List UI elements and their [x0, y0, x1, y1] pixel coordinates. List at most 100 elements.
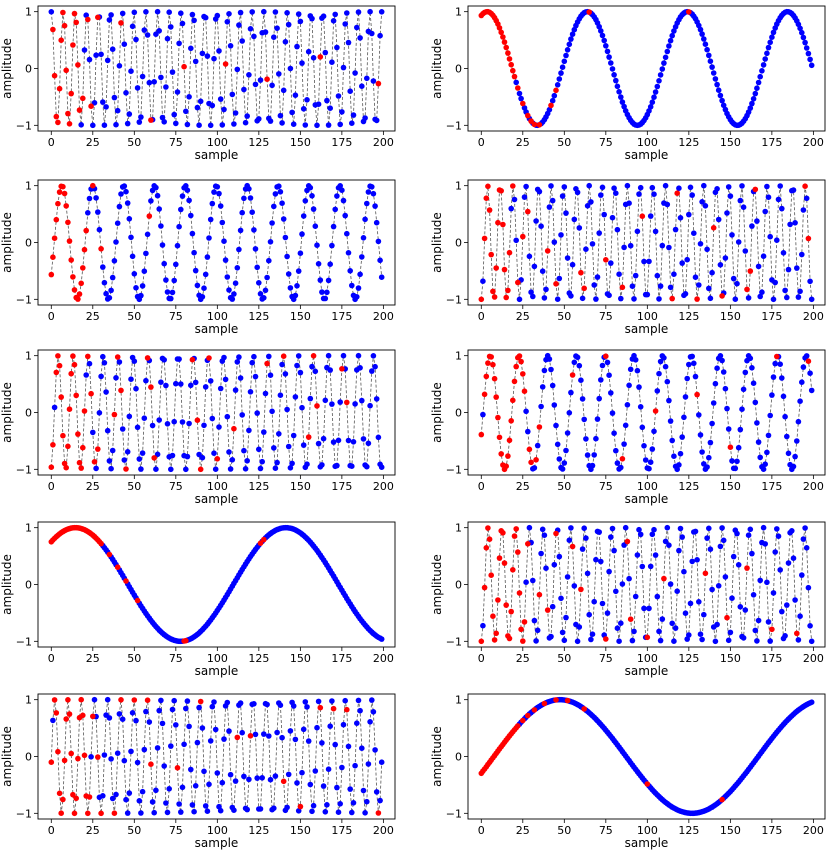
- data-point: [164, 35, 171, 42]
- data-point: [329, 59, 335, 65]
- data-point: [598, 558, 604, 565]
- data-point: [637, 404, 644, 410]
- data-point: [279, 200, 285, 206]
- data-point: [621, 103, 627, 110]
- data-point: [320, 783, 327, 789]
- data-point-highlighted: [66, 238, 73, 244]
- data-point-highlighted: [60, 183, 66, 190]
- data-point: [666, 397, 672, 404]
- data-point: [128, 234, 134, 241]
- data-point-highlighted: [498, 29, 505, 36]
- data-point: [236, 246, 242, 253]
- data-point-highlighted: [86, 794, 93, 800]
- y-tick-label: 1: [25, 6, 32, 19]
- data-point: [342, 212, 349, 219]
- data-point: [232, 778, 239, 784]
- data-point: [304, 97, 310, 103]
- data-point: [139, 450, 146, 456]
- data-point: [319, 740, 325, 746]
- data-point: [141, 27, 148, 33]
- data-point: [161, 763, 167, 769]
- data-point: [168, 24, 174, 30]
- data-point: [171, 111, 177, 118]
- data-point-highlighted: [516, 353, 523, 359]
- data-point: [696, 412, 702, 418]
- data-point-highlighted: [513, 526, 519, 532]
- data-point-highlighted: [148, 761, 154, 767]
- data-point: [302, 198, 309, 204]
- data-point: [207, 216, 214, 223]
- data-point-highlighted: [544, 248, 551, 254]
- x-tick-label: 125: [678, 136, 699, 149]
- data-point-highlighted: [510, 567, 516, 573]
- data-point: [717, 543, 724, 550]
- data-point: [621, 542, 627, 548]
- data-point: [191, 808, 197, 815]
- data-point-highlighted: [60, 796, 66, 803]
- data-point: [646, 465, 652, 472]
- data-point: [725, 637, 732, 644]
- data-point: [614, 460, 621, 466]
- data-point: [113, 239, 119, 245]
- data-point: [799, 251, 805, 258]
- data-point-highlighted: [61, 460, 68, 467]
- data-point-highlighted: [66, 711, 73, 717]
- data-point: [757, 454, 763, 461]
- data-point: [189, 11, 196, 18]
- data-point: [599, 184, 606, 191]
- data-point: [249, 9, 255, 15]
- data-point: [378, 464, 385, 471]
- data-point: [289, 109, 295, 116]
- data-point: [274, 729, 280, 736]
- data-point: [202, 384, 209, 390]
- data-point: [189, 802, 196, 808]
- data-point: [184, 453, 191, 460]
- y-tick-label: 1: [455, 350, 462, 363]
- data-point-highlighted: [478, 431, 485, 438]
- data-point-highlighted: [83, 227, 89, 234]
- data-point: [299, 60, 305, 66]
- data-point: [247, 389, 254, 395]
- x-tick-label: 100: [207, 480, 228, 493]
- data-point: [782, 413, 788, 420]
- data-point: [546, 106, 553, 113]
- data-point: [576, 624, 583, 630]
- data-point-highlighted: [71, 10, 78, 17]
- data-point-highlighted: [702, 570, 709, 577]
- data-point-highlighted: [495, 219, 501, 226]
- data-point: [255, 280, 262, 286]
- data-point: [111, 94, 118, 101]
- data-point: [144, 231, 151, 238]
- x-tick-label: 175: [331, 652, 352, 665]
- data-point-highlighted: [483, 195, 490, 201]
- data-point: [651, 428, 657, 435]
- data-point: [234, 66, 241, 73]
- data-point: [672, 226, 679, 233]
- data-point: [335, 437, 342, 444]
- data-point: [750, 592, 757, 598]
- data-point-highlighted: [189, 356, 196, 363]
- data-point: [103, 104, 109, 110]
- data-point-highlighted: [548, 102, 554, 109]
- data-point: [373, 219, 380, 226]
- y-tick-label: 1: [25, 522, 32, 535]
- data-point: [171, 418, 177, 425]
- data-point-highlighted: [710, 225, 717, 231]
- data-point: [262, 29, 269, 35]
- data-point: [141, 268, 148, 275]
- data-point: [319, 462, 325, 468]
- data-point: [528, 289, 534, 296]
- data-point-highlighted: [73, 19, 79, 26]
- data-point: [123, 90, 129, 96]
- x-tick-label: 125: [678, 824, 699, 837]
- data-point: [174, 89, 181, 95]
- data-point: [136, 798, 143, 804]
- data-point: [706, 52, 712, 59]
- data-point: [349, 463, 355, 470]
- x-tick-label: 175: [761, 136, 782, 149]
- data-point: [188, 766, 194, 773]
- x-tick-label: 125: [248, 136, 269, 149]
- data-point: [337, 399, 344, 405]
- data-point: [276, 71, 282, 77]
- data-point: [750, 380, 757, 387]
